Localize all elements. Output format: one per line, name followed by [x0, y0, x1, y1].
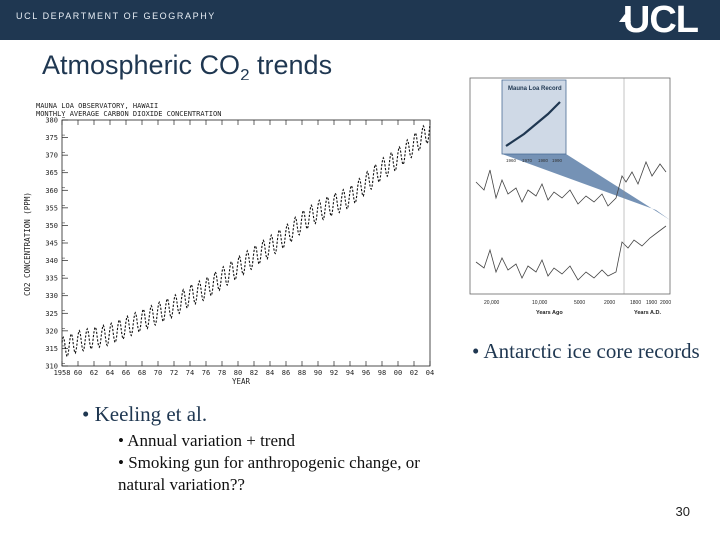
header-bar: UCL DEPARTMENT OF GEOGRAPHY UCL	[0, 0, 720, 40]
ice-x-tick: 2000	[660, 300, 671, 306]
ice-x-tick: 10,000	[532, 300, 548, 306]
y-tick-label: 370	[45, 152, 58, 160]
keeling-xlabel: YEAR	[232, 377, 251, 386]
ice-x-tick: 1900	[646, 300, 657, 306]
keeling-sub-bullets: • Annual variation + trend • Smoking gun…	[118, 430, 438, 496]
y-tick-label: 345	[45, 240, 58, 248]
ice-x-tick: 1800	[630, 300, 641, 306]
y-tick-label: 340	[45, 257, 58, 265]
x-tick-label: 66	[122, 369, 130, 377]
x-tick-label: 68	[138, 369, 146, 377]
y-tick-label: 315	[45, 345, 58, 353]
x-tick-label: 02	[410, 369, 418, 377]
bullet-ice-core: • Antarctic ice core records	[472, 339, 700, 363]
x-tick-label: 00	[394, 369, 402, 377]
y-tick-label: 375	[45, 134, 58, 142]
y-tick-label: 320	[45, 327, 58, 335]
x-tick-label: 84	[266, 369, 274, 377]
x-tick-label: 1958	[54, 369, 71, 377]
ucl-logo: UCL	[618, 0, 699, 41]
y-tick-label: 335	[45, 275, 58, 283]
keeling-chart: MAUNA LOA OBSERVATORY, HAWAII MONTHLY AV…	[23, 102, 434, 386]
inset-x-tick: 1980	[538, 158, 549, 163]
inset-x-tick: 1990	[552, 158, 563, 163]
x-tick-label: 92	[330, 369, 338, 377]
ice-x-tick: 5000	[574, 300, 585, 306]
y-tick-label: 355	[45, 204, 58, 212]
ice-xlabel-left: Years Ago	[536, 310, 563, 316]
x-tick-label: 82	[250, 369, 258, 377]
y-tick-label: 365	[45, 169, 58, 177]
x-tick-label: 78	[218, 369, 226, 377]
inset-x-tick: 1960	[506, 158, 517, 163]
x-tick-label: 98	[378, 369, 386, 377]
x-tick-label: 90	[314, 369, 322, 377]
keeling-header-1: MAUNA LOA OBSERVATORY, HAWAII	[36, 102, 158, 110]
x-tick-label: 80	[234, 369, 242, 377]
x-tick-label: 86	[282, 369, 290, 377]
x-tick-label: 88	[298, 369, 306, 377]
y-tick-label: 330	[45, 292, 58, 300]
y-tick-label: 360	[45, 187, 58, 195]
department-label: UCL DEPARTMENT OF GEOGRAPHY	[16, 11, 216, 21]
ice-x-tick: 2000	[604, 300, 615, 306]
ucl-logo-text: UCL	[622, 0, 699, 41]
ice-core-figure: Mauna Loa Record 1960 1970 1980 1990 20,…	[456, 72, 692, 318]
y-tick-label: 310	[45, 363, 58, 371]
x-tick-label: 94	[346, 369, 354, 377]
co2-monthly-series	[61, 124, 431, 358]
slide-title: Atmospheric CO2 trends	[42, 48, 462, 80]
bullet-keeling: • Keeling et al.	[82, 402, 208, 426]
x-tick-label: 64	[106, 369, 114, 377]
y-tick-label: 350	[45, 222, 58, 230]
ucl-dome-icon	[618, 14, 631, 22]
y-tick-label: 380	[45, 117, 58, 125]
ice-core-chart: Mauna Loa Record 1960 1970 1980 1990 20,…	[469, 77, 671, 316]
x-tick-label: 04	[426, 369, 434, 377]
keeling-header-2: MONTHLY AVERAGE CARBON DIOXIDE CONCENTRA…	[36, 110, 221, 118]
x-tick-label: 72	[170, 369, 178, 377]
title-suffix: trends	[249, 50, 333, 80]
title-main: Atmospheric CO	[42, 50, 241, 80]
sub-bullet-annual: • Annual variation + trend	[118, 431, 295, 450]
x-tick-label: 74	[186, 369, 194, 377]
sub-bullet-smoking-gun: • Smoking gun for anthropogenic change, …	[118, 453, 420, 494]
inset-title: Mauna Loa Record	[508, 86, 562, 92]
inset-x-tick: 1970	[522, 158, 533, 163]
title-sub: 2	[240, 65, 250, 80]
ice-xlabel-right: Years A.D.	[634, 310, 661, 316]
page-number: 30	[675, 504, 690, 519]
keeling-ylabel: CO2 CONCENTRATION (PPM)	[23, 192, 32, 296]
ice-x-tick: 20,000	[484, 300, 500, 306]
x-tick-label: 60	[74, 369, 82, 377]
y-tick-label: 325	[45, 310, 58, 318]
x-tick-label: 96	[362, 369, 370, 377]
x-tick-label: 62	[90, 369, 98, 377]
keeling-curve-figure: MAUNA LOA OBSERVATORY, HAWAII MONTHLY AV…	[22, 96, 436, 386]
x-tick-label: 70	[154, 369, 162, 377]
x-tick-label: 76	[202, 369, 210, 377]
